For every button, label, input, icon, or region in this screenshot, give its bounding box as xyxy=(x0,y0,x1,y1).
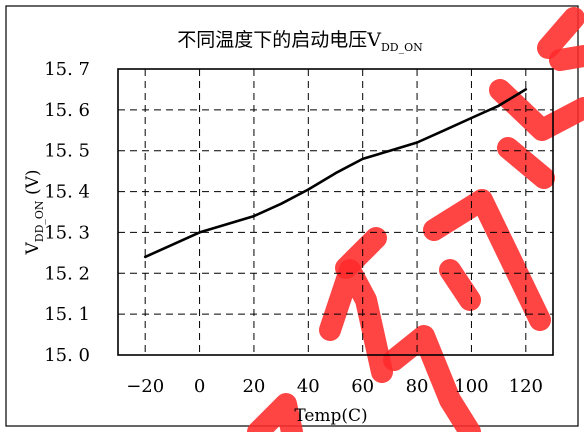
watermark-stroke xyxy=(489,79,584,141)
x-tick-label: −20 xyxy=(126,376,164,397)
x-tick-label: 40 xyxy=(297,376,320,397)
x-axis-label: Temp(C) xyxy=(294,406,367,426)
y-tick-label: 15. 3 xyxy=(44,222,90,243)
watermark-stroke xyxy=(247,393,303,432)
chart-title: 不同温度下的启动电压VDD_ON xyxy=(177,29,423,54)
x-tick-label: 60 xyxy=(351,376,374,397)
watermark-stroke xyxy=(549,45,584,71)
x-tick-label: 80 xyxy=(406,376,429,397)
y-tick-label: 15. 1 xyxy=(44,304,90,325)
grid xyxy=(118,69,553,355)
y-tick-label: 15. 6 xyxy=(44,100,90,121)
watermark-stroke xyxy=(439,259,481,311)
watermark xyxy=(247,7,584,432)
y-tick-label: 15. 5 xyxy=(44,141,90,162)
y-tick-label: 15. 7 xyxy=(44,59,90,80)
plot-area xyxy=(117,68,554,356)
watermark-stroke xyxy=(335,227,387,279)
y-axis-ticks: 15. 0 15. 1 15. 2 15. 3 15. 4 15. 5 15. 6 15. 7 xyxy=(44,59,90,366)
watermark-stroke xyxy=(537,7,584,59)
chart-title-main: 不同温度下的启动电压V xyxy=(177,29,381,51)
watermark-stroke xyxy=(423,189,551,331)
y-axis-label-unit: (V) xyxy=(23,169,43,200)
y-tick-label: 15. 0 xyxy=(44,345,90,366)
chart-title-subscript: DD_ON xyxy=(381,41,423,54)
series-line xyxy=(143,88,528,259)
x-tick-label: 100 xyxy=(454,376,488,397)
y-axis-label-main: V xyxy=(23,242,43,256)
watermark-stroke xyxy=(497,137,555,189)
watermark-stroke xyxy=(383,325,481,432)
watermark-stroke xyxy=(319,259,393,383)
x-tick-label: 120 xyxy=(509,376,543,397)
y-tick-label: 15. 4 xyxy=(44,182,90,203)
y-axis-label: VDD_ON (V) xyxy=(23,169,46,255)
x-tick-label: 0 xyxy=(194,376,205,397)
series xyxy=(143,88,528,259)
x-axis-ticks: −20 0 20 40 60 80 100 120 xyxy=(126,376,543,397)
y-tick-label: 15. 2 xyxy=(44,263,90,284)
x-tick-label: 20 xyxy=(242,376,265,397)
y-axis-label-subscript: DD_ON xyxy=(33,200,46,242)
